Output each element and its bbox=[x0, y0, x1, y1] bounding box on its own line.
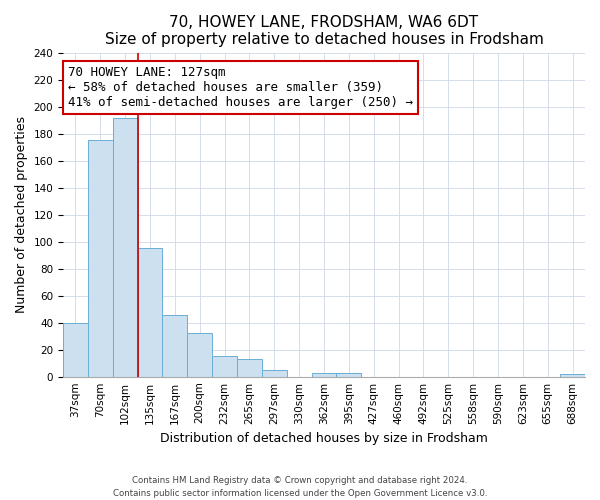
Y-axis label: Number of detached properties: Number of detached properties bbox=[15, 116, 28, 313]
Title: 70, HOWEY LANE, FRODSHAM, WA6 6DT
Size of property relative to detached houses i: 70, HOWEY LANE, FRODSHAM, WA6 6DT Size o… bbox=[104, 15, 544, 48]
Bar bbox=[88, 140, 113, 376]
Bar bbox=[237, 359, 262, 376]
Bar bbox=[163, 314, 187, 376]
Bar bbox=[187, 334, 212, 376]
X-axis label: Distribution of detached houses by size in Frodsham: Distribution of detached houses by size … bbox=[160, 432, 488, 445]
Bar bbox=[113, 118, 137, 376]
Bar bbox=[560, 374, 585, 376]
Bar bbox=[212, 356, 237, 376]
Bar bbox=[337, 372, 361, 376]
Text: Contains HM Land Registry data © Crown copyright and database right 2024.
Contai: Contains HM Land Registry data © Crown c… bbox=[113, 476, 487, 498]
Text: 70 HOWEY LANE: 127sqm
← 58% of detached houses are smaller (359)
41% of semi-det: 70 HOWEY LANE: 127sqm ← 58% of detached … bbox=[68, 66, 413, 108]
Bar bbox=[63, 322, 88, 376]
Bar bbox=[137, 248, 163, 376]
Bar bbox=[311, 372, 337, 376]
Bar bbox=[262, 370, 287, 376]
